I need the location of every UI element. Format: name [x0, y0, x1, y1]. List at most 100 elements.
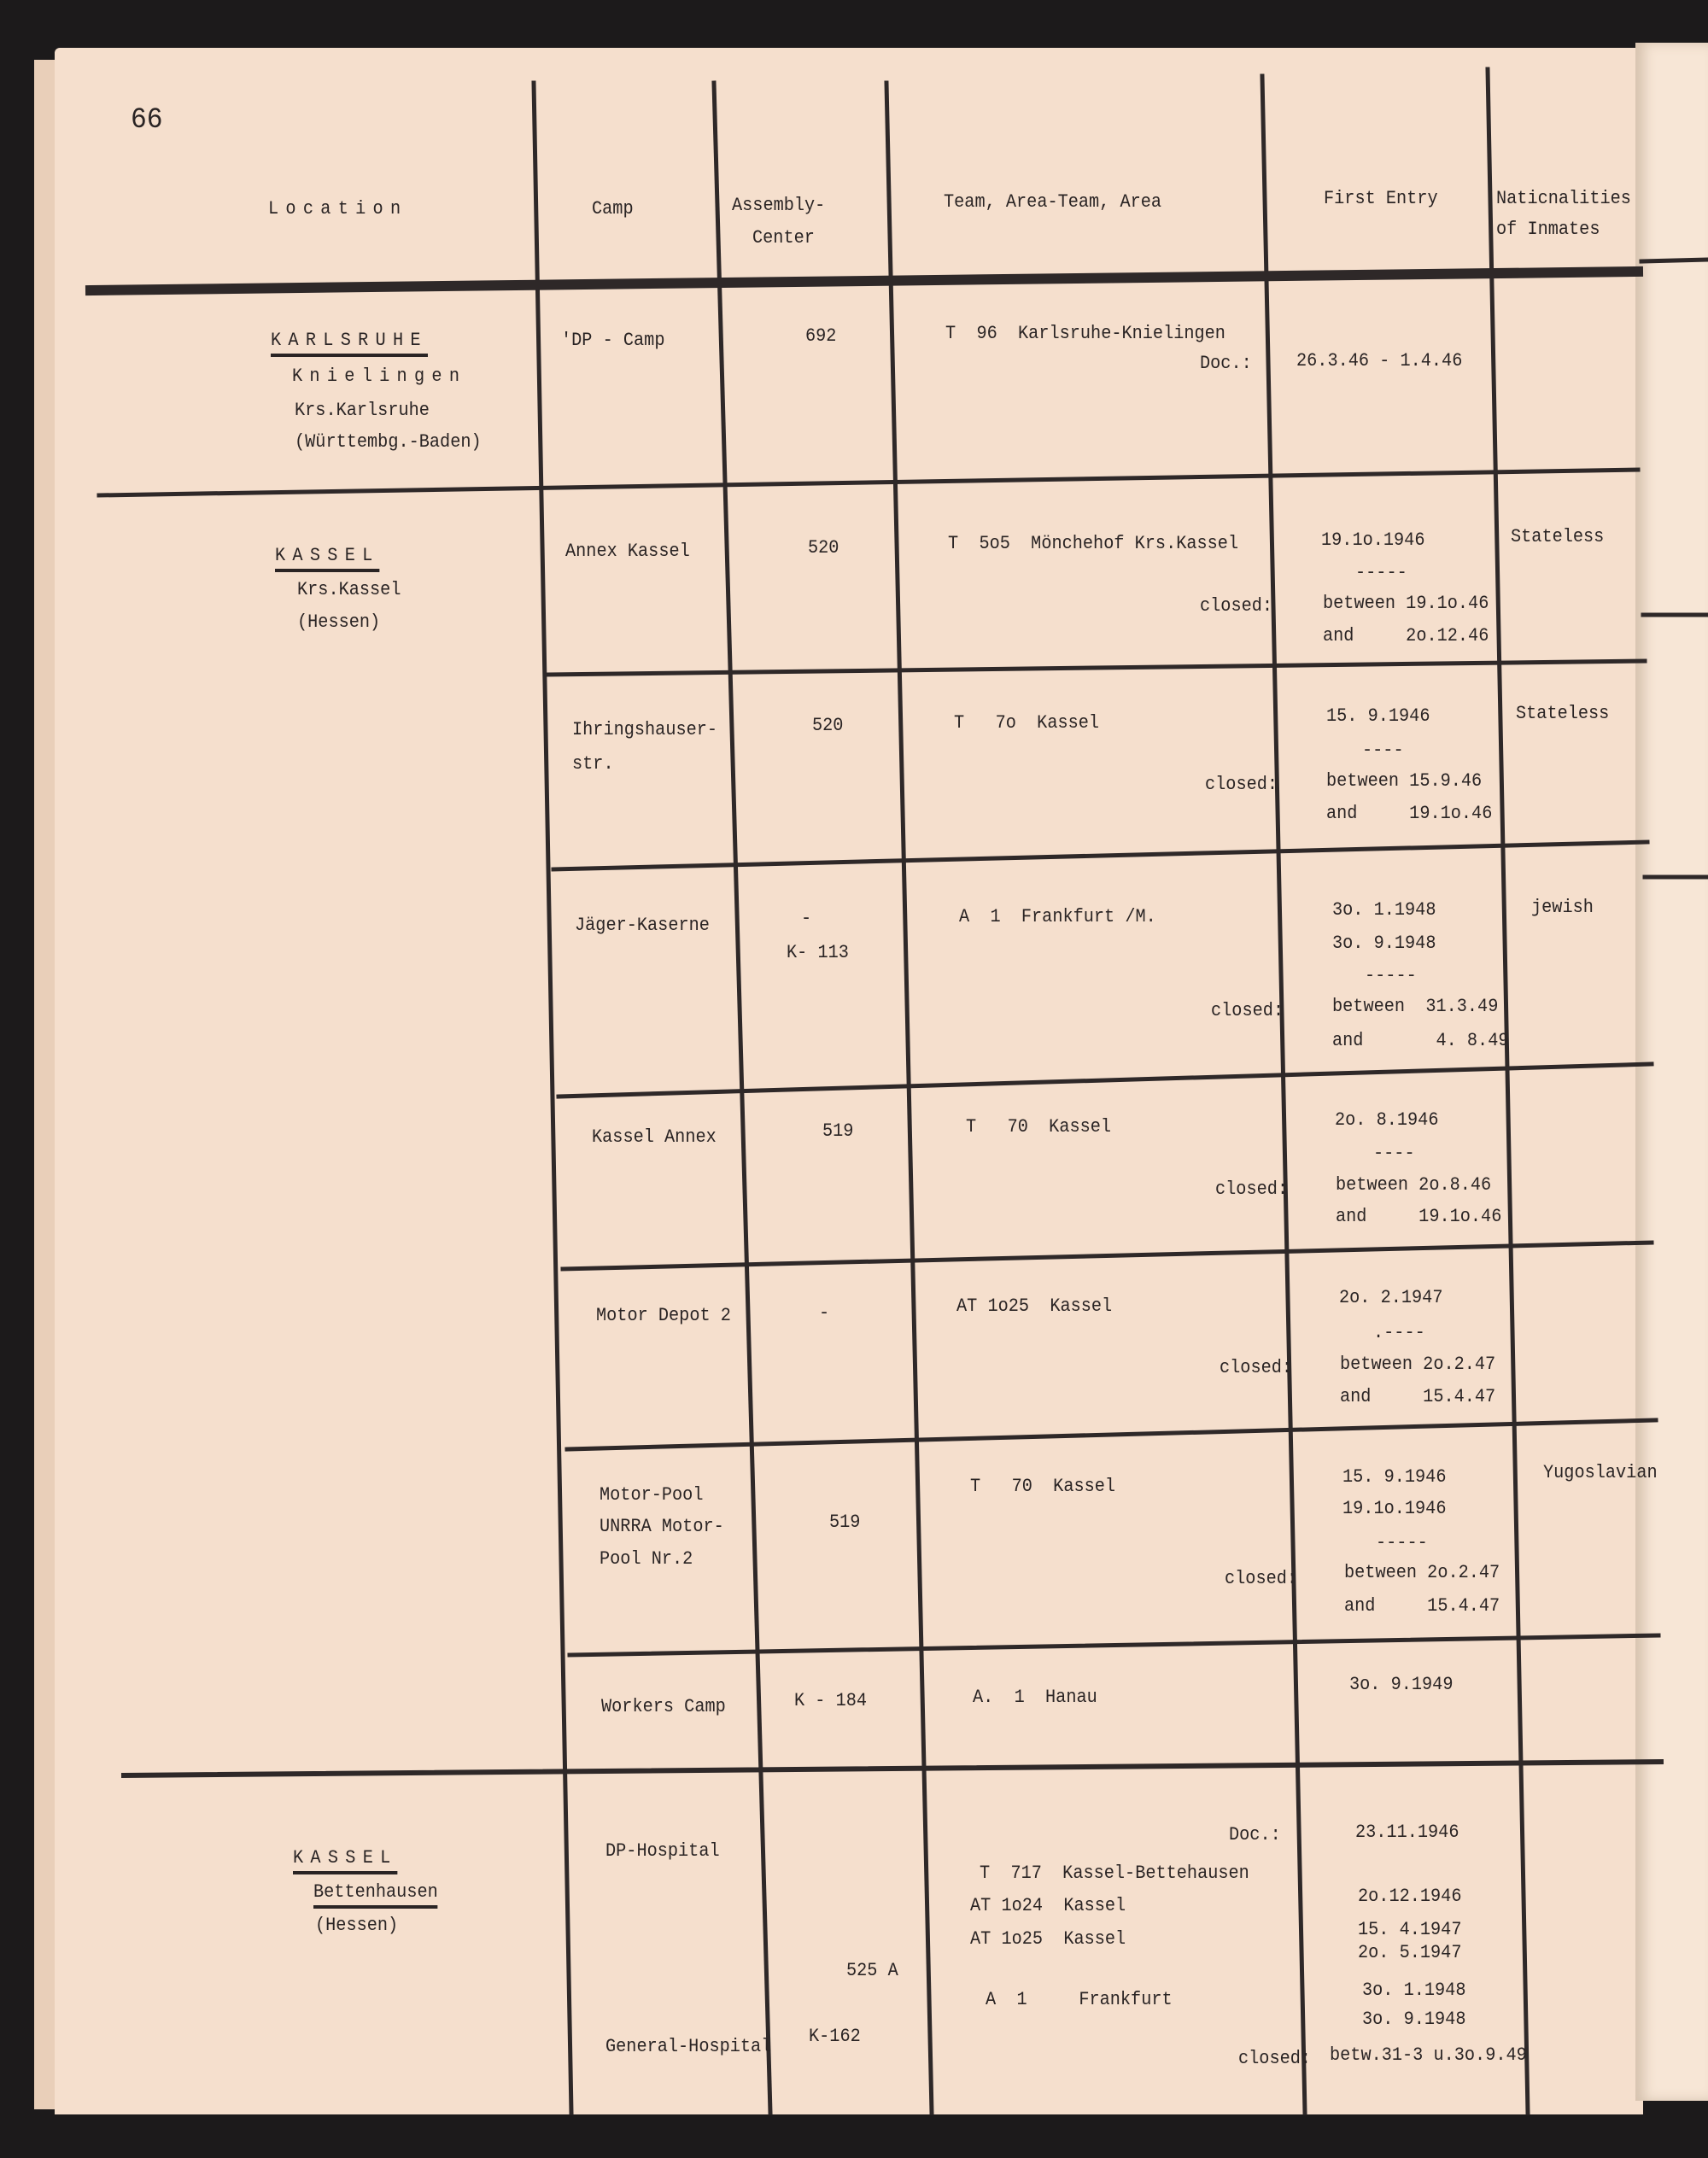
location-kreis: Krs.Karlsruhe — [295, 400, 430, 421]
team-label: closed: — [1211, 1000, 1284, 1021]
location-city: KARLSRUHE — [271, 330, 428, 357]
team: A 1 Frankfurt — [986, 1989, 1173, 2010]
row-line — [545, 658, 1647, 677]
first-entry: between 2o.2.47 — [1344, 1562, 1500, 1583]
location-state: (Hessen) — [315, 1915, 399, 1936]
assembly-center: K- 113 — [787, 942, 849, 963]
assembly-center: - — [819, 1302, 830, 1324]
first-entry: between 2o.2.47 — [1340, 1354, 1496, 1375]
team: T 70 Kassel — [966, 1116, 1112, 1137]
row-lines — [545, 658, 1661, 1658]
first-entry: 15. 9.1946 — [1326, 705, 1430, 727]
assembly-center: 525 A — [846, 1960, 898, 1981]
team-label: closed: — [1205, 774, 1278, 795]
header-assembly-center: Assembly- — [732, 195, 826, 216]
first-entry: and 19.1o.46 — [1326, 803, 1493, 824]
first-entry: 3o. 9.1948 — [1332, 933, 1436, 954]
team: T 7o Kassel — [954, 712, 1100, 734]
team-label: closed: — [1238, 2048, 1312, 2069]
camp-name: UNRRA Motor- — [600, 1516, 724, 1537]
header-nationalities: of Inmates — [1496, 219, 1600, 240]
location-district: Bettenhausen — [313, 1881, 438, 1909]
first-entry: and 19.1o.46 — [1336, 1206, 1502, 1227]
assembly-center: 519 — [822, 1120, 854, 1142]
page-number: 66 — [131, 104, 163, 137]
nationality: Stateless — [1516, 703, 1610, 724]
section-rule — [97, 467, 1641, 498]
location-city: KASSEL — [293, 1847, 398, 1874]
first-entry: 23.11.1946 — [1355, 1822, 1459, 1843]
camp-name: Annex Kassel — [565, 541, 690, 562]
header-nationalities: Naticnalities — [1496, 188, 1631, 209]
team-label: Doc.: — [1200, 353, 1252, 374]
camp-name: str. — [572, 753, 614, 775]
row-line — [567, 1633, 1661, 1658]
assembly-center: 692 — [805, 325, 837, 347]
first-entry: .---- — [1373, 1322, 1425, 1343]
location-kreis: Krs.Kassel — [297, 579, 401, 600]
location-district: Knielingen — [292, 366, 467, 387]
team: T 5o5 Mönchehof Krs.Kassel — [948, 533, 1239, 554]
assembly-center: K-162 — [809, 2026, 861, 2047]
nationality: jewish — [1531, 897, 1594, 918]
first-entry: 19.1o.1946 — [1321, 529, 1425, 551]
first-entry: between 2o.8.46 — [1336, 1174, 1492, 1196]
first-entry: 26.3.46 - 1.4.46 — [1296, 350, 1463, 371]
first-entry: between 19.1o.46 — [1323, 593, 1489, 614]
first-entry: between 15.9.46 — [1326, 770, 1483, 792]
first-entry: 2o. 8.1946 — [1335, 1109, 1439, 1131]
camp-name: 'DP - Camp — [561, 330, 665, 351]
first-entry: ----- — [1376, 1532, 1428, 1553]
section-rule — [120, 1758, 1664, 1779]
first-entry: 3o. 9.1949 — [1349, 1674, 1454, 1695]
row-line — [551, 839, 1650, 872]
first-entry: 2o.12.1946 — [1358, 1886, 1462, 1907]
header-first-entry: First Entry — [1324, 188, 1438, 209]
first-entry: ----- — [1355, 562, 1407, 583]
camp-name: Jäger-Kaserne — [575, 915, 710, 936]
row-line — [560, 1240, 1654, 1272]
facing-page-lines — [1639, 257, 1708, 880]
assembly-center: 519 — [829, 1512, 861, 1533]
team: AT 1o25 Kassel — [970, 1928, 1126, 1950]
location-city: KASSEL — [275, 545, 380, 572]
location-state: (Württembg.-Baden) — [295, 431, 482, 453]
camp-name: General-Hospital — [605, 2036, 772, 2057]
nationality: Yugoslavian — [1543, 1462, 1658, 1483]
camp-name: Pool Nr.2 — [600, 1548, 693, 1570]
camp-name: Motor-Pool — [600, 1484, 704, 1506]
row-line — [556, 1061, 1654, 1099]
first-entry: 3o. 1.1948 — [1332, 899, 1436, 921]
team: T 70 Kassel — [970, 1476, 1116, 1497]
row-line — [564, 1418, 1658, 1452]
first-entry: 2o. 5.1947 — [1358, 1942, 1462, 1963]
team-label: closed: — [1200, 595, 1273, 617]
facing-page-edge — [1635, 43, 1708, 2101]
first-entry: and 2o.12.46 — [1323, 625, 1489, 646]
nationality: Stateless — [1511, 526, 1605, 547]
first-entry: 3o. 1.1948 — [1362, 1980, 1466, 2001]
team-label: closed: — [1215, 1178, 1289, 1200]
first-entry: and 15.4.47 — [1340, 1386, 1496, 1407]
first-entry: 3o. 9.1948 — [1362, 2009, 1466, 2030]
column-line-assembly-team — [884, 80, 934, 2115]
team-label: closed: — [1225, 1568, 1298, 1589]
team: T 96 Karlsruhe-Knielingen — [945, 323, 1225, 344]
team: T 717 Kassel-Bettehausen — [980, 1863, 1249, 1884]
header-camp: Camp — [592, 198, 634, 219]
camp-name: Motor Depot 2 — [596, 1305, 731, 1326]
camp-name: DP-Hospital — [605, 1840, 720, 1862]
first-entry: between 31.3.49 — [1332, 996, 1499, 1017]
column-line-entry-nationality — [1485, 67, 1530, 2115]
first-entry: 15. 4.1947 — [1358, 1919, 1462, 1940]
camp-name: Ihringshauser- — [572, 719, 718, 740]
first-entry: betw.31-3 u.3o.9.49 — [1330, 2044, 1527, 2066]
location-state: (Hessen) — [297, 611, 381, 633]
assembly-center: - — [801, 908, 812, 929]
first-entry: ---- — [1373, 1143, 1415, 1164]
team: AT 1o24 Kassel — [970, 1895, 1126, 1916]
team: A. 1 Hanau — [973, 1687, 1097, 1708]
first-entry: 19.1o.1946 — [1342, 1498, 1447, 1519]
header-location: Location — [268, 198, 408, 219]
